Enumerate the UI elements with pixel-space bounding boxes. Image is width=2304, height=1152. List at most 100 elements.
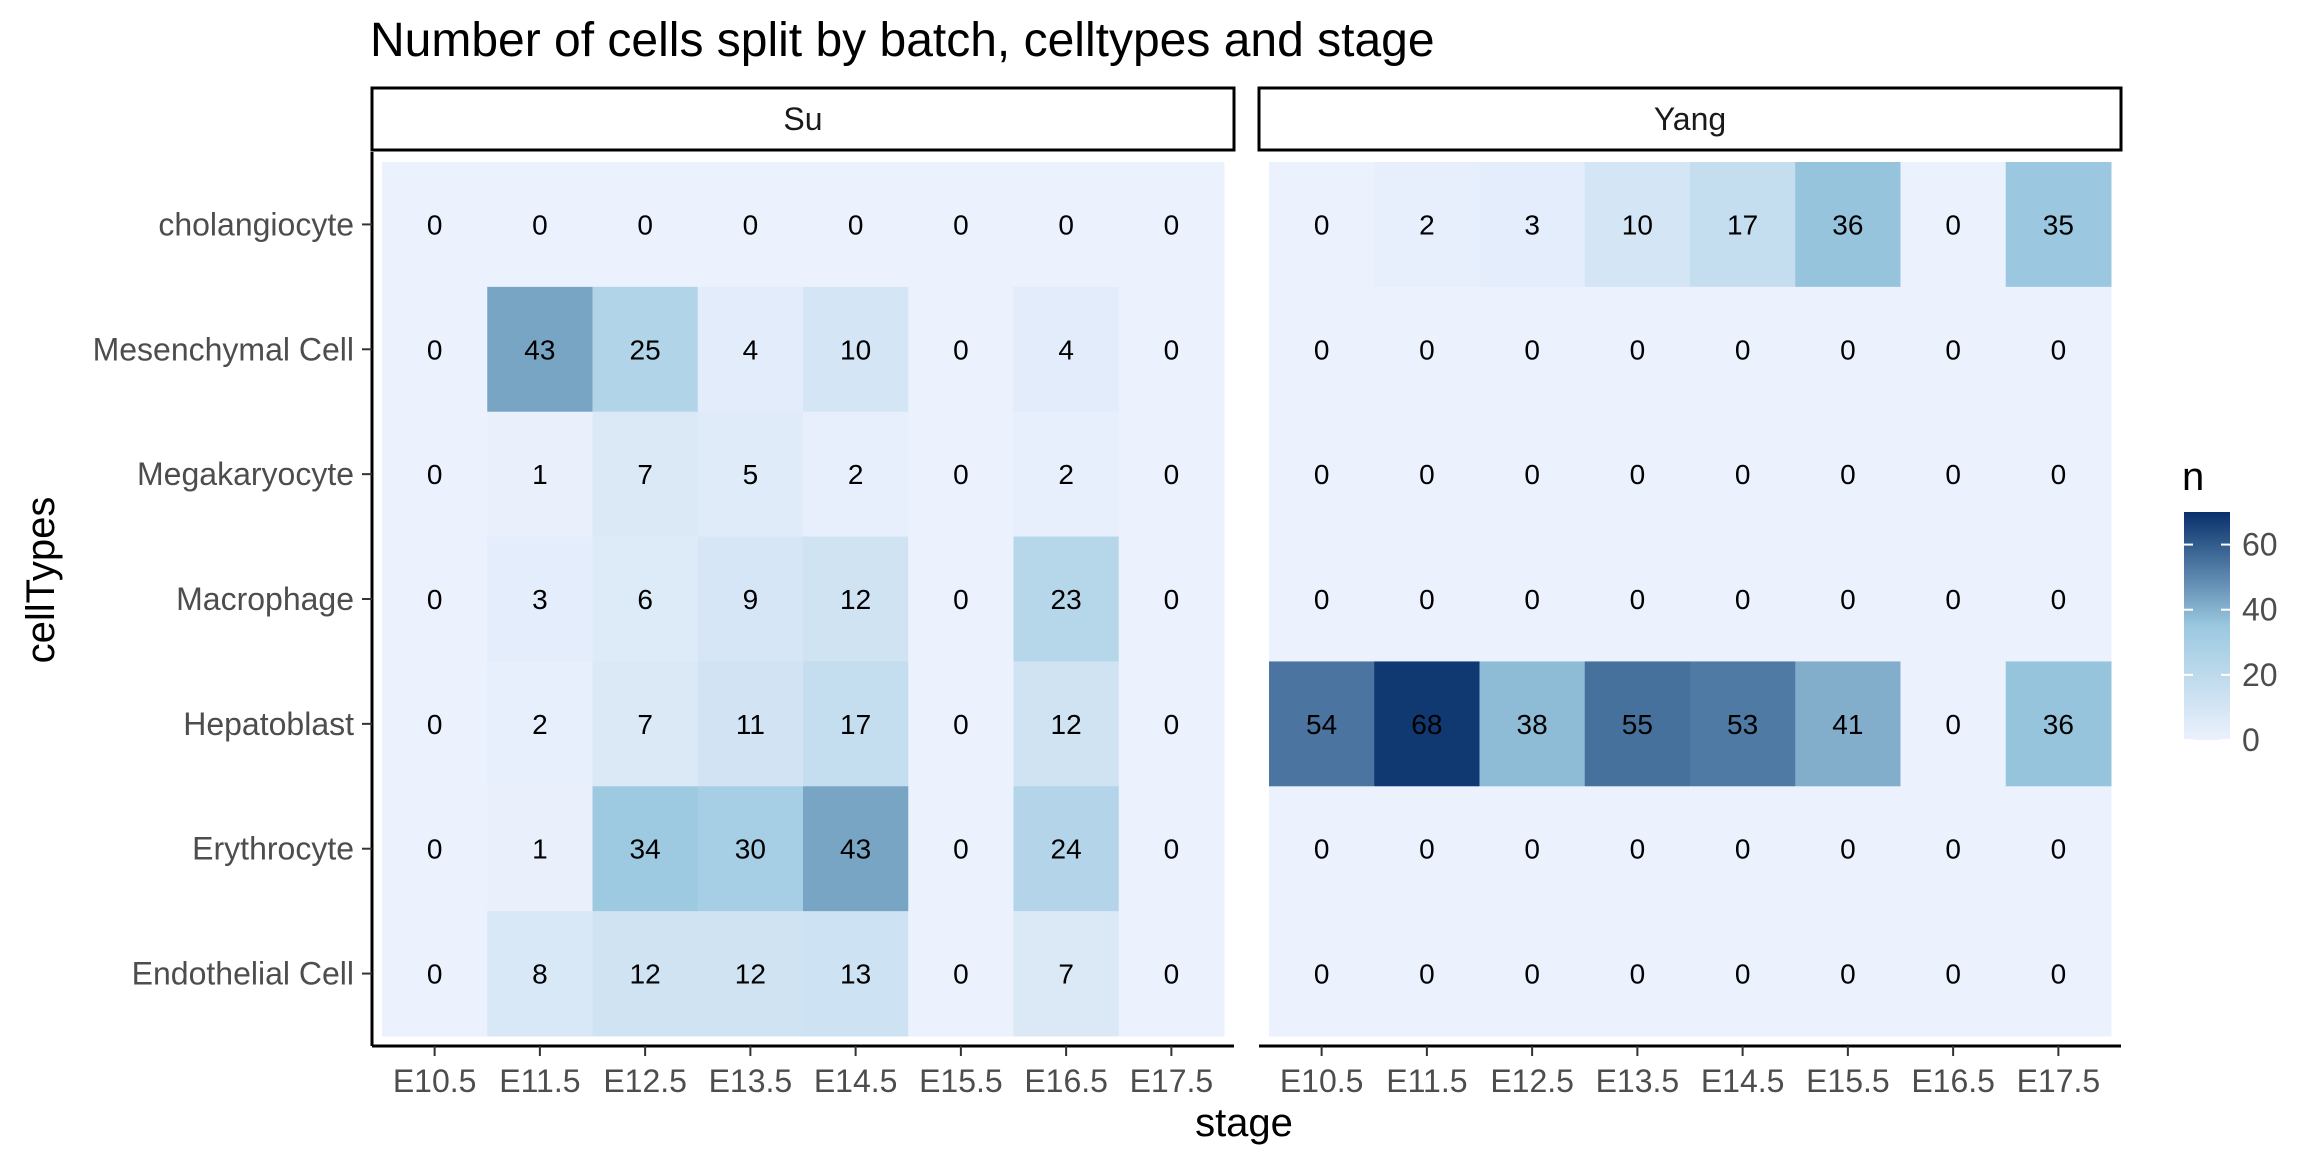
heatmap-cell <box>1900 911 2007 1037</box>
heatmap-cell <box>1013 661 1120 787</box>
heatmap-cell <box>1013 411 1120 538</box>
cell-value-label: 0 <box>1164 834 1180 865</box>
heatmap-cell <box>1584 162 1691 288</box>
cell-value-label: 0 <box>1314 959 1330 990</box>
heatmap-cell <box>1013 162 1120 288</box>
y-tick-label: Mesenchymal Cell <box>93 331 354 367</box>
cell-value-label: 68 <box>1411 709 1442 740</box>
heatmap-cell <box>803 786 909 912</box>
heatmap-cell <box>803 286 909 413</box>
cell-value-label: 0 <box>953 834 969 865</box>
heatmap-cell <box>1374 911 1480 1037</box>
cell-value-label: 1 <box>532 459 548 490</box>
heatmap-cell <box>1118 162 1225 288</box>
heatmap-cell <box>1374 786 1480 912</box>
heatmap-cell <box>1374 411 1480 538</box>
cell-value-label: 10 <box>840 334 871 365</box>
cell-value-label: 10 <box>1622 209 1653 240</box>
cell-value-label: 7 <box>637 709 653 740</box>
cell-value-label: 2 <box>848 459 864 490</box>
heatmap-cell <box>1118 411 1225 538</box>
heatmap-cell <box>1795 661 1901 787</box>
cell-value-label: 34 <box>630 834 661 865</box>
cell-value-label: 0 <box>1945 459 1961 490</box>
heatmap-cell <box>1269 786 1375 912</box>
heatmap-cell <box>1900 411 2007 538</box>
cell-value-label: 0 <box>1945 959 1961 990</box>
heatmap-cell <box>382 661 488 787</box>
cell-value-label: 0 <box>427 459 443 490</box>
heatmap-cell <box>2005 661 2112 787</box>
cell-value-label: 23 <box>1051 584 1082 615</box>
heatmap-cell <box>908 661 1014 787</box>
cell-value-label: 36 <box>2043 709 2074 740</box>
y-tick-label: Endothelial Cell <box>132 956 354 992</box>
cell-value-label: 0 <box>1630 584 1646 615</box>
cell-value-label: 0 <box>953 959 969 990</box>
heatmap-cell <box>382 536 488 662</box>
facet-panel: Yang 0 2 3 10 17 36 0 35 0 0 0 0 0 0 0 0 0 0 0 0 0 0 0 0 0 0 0 0 0 0 0 0… <box>1257 86 2123 1037</box>
heatmap-cell <box>1690 286 1796 413</box>
heatmap-cell <box>1269 661 1375 787</box>
facet-strip <box>1257 86 2123 152</box>
heatmap-cell <box>1269 286 1375 413</box>
cell-value-label: 0 <box>427 959 443 990</box>
cell-value-label: 0 <box>2051 959 2067 990</box>
cell-value-label: 0 <box>1058 209 1074 240</box>
cell-value-label: 0 <box>953 209 969 240</box>
cell-value-label: 36 <box>1832 209 1863 240</box>
cell-value-label: 0 <box>427 209 443 240</box>
cell-value-label: 0 <box>1314 584 1330 615</box>
heatmap-cell <box>2005 911 2112 1037</box>
cell-value-label: 0 <box>1419 959 1435 990</box>
heatmap-cell <box>2005 786 2112 912</box>
cell-value-label: 35 <box>2043 209 2074 240</box>
x-tick-label: E13.5 <box>709 1063 793 1099</box>
heatmap-cell <box>1013 911 1120 1037</box>
heatmap-cell <box>1013 786 1120 912</box>
heatmap-cell <box>1584 661 1691 787</box>
heatmap-cell <box>382 911 488 1037</box>
heatmap-cell <box>803 536 909 662</box>
heatmap-cell <box>908 786 1014 912</box>
heatmap-cell <box>592 661 699 787</box>
cell-value-label: 7 <box>1058 959 1074 990</box>
cell-value-label: 0 <box>1840 334 1856 365</box>
heatmap-cell <box>803 411 909 538</box>
cell-value-label: 0 <box>1945 834 1961 865</box>
legend-title: n <box>2182 455 2204 499</box>
heatmap-cell <box>697 286 804 413</box>
x-tick-label: E14.5 <box>1701 1063 1785 1099</box>
heatmap-cell <box>1584 411 1691 538</box>
facet-strip-label: Yang <box>1654 101 1726 137</box>
cell-value-label: 0 <box>532 209 548 240</box>
cell-value-label: 0 <box>1524 959 1540 990</box>
cell-value-label: 12 <box>630 959 661 990</box>
heatmap-cell <box>1900 536 2007 662</box>
cell-value-label: 0 <box>953 584 969 615</box>
cell-value-label: 0 <box>1524 584 1540 615</box>
cell-value-label: 0 <box>1945 334 1961 365</box>
heatmap-cell <box>908 536 1014 662</box>
heatmap-cell <box>1900 786 2007 912</box>
x-tick-label: E16.5 <box>1911 1063 1995 1099</box>
heatmap-cell <box>1900 661 2007 787</box>
heatmap-cell <box>697 536 804 662</box>
cell-value-label: 0 <box>1314 334 1330 365</box>
cell-value-label: 0 <box>1630 334 1646 365</box>
heatmap-cell <box>1118 911 1225 1037</box>
heatmap-cell <box>1690 536 1796 662</box>
legend-tick-label: 0 <box>2242 722 2260 758</box>
cell-value-label: 1 <box>532 834 548 865</box>
facets: Su0 0 0 0 0 0 0 00 43 25 4 10 0 4 00 1 7 5 2 0 2 00 3 6 9 12 0 23 00… <box>370 86 2123 1037</box>
heatmap-cell <box>697 911 804 1037</box>
heatmap-cell <box>1374 536 1480 662</box>
cell-value-label: 12 <box>1051 709 1082 740</box>
cell-value-label: 0 <box>953 459 969 490</box>
cell-value-label: 0 <box>637 209 653 240</box>
cell-value-label: 0 <box>1164 209 1180 240</box>
heatmap-cell <box>1374 162 1480 288</box>
cell-value-label: 54 <box>1306 709 1337 740</box>
y-tick-label: cholangiocyte <box>158 206 354 242</box>
